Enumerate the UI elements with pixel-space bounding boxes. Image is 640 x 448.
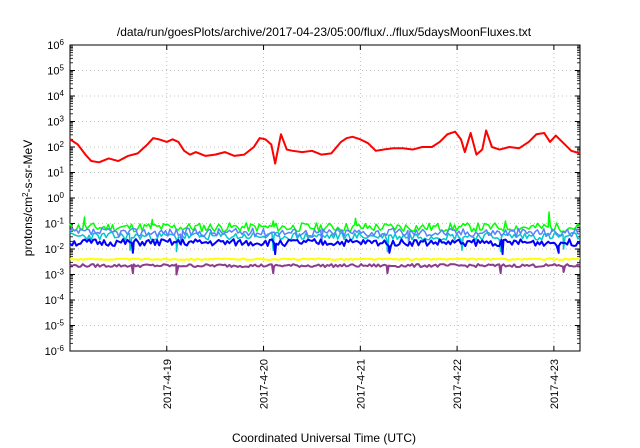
y-tick-exp: 2: [60, 140, 65, 149]
y-axis-title-pre: protons/cm: [21, 197, 35, 256]
x-tick-label: 2017-4-23: [549, 359, 561, 409]
y-tick-exp: -3: [57, 267, 65, 276]
y-axis-title-sup: 2: [21, 192, 30, 197]
y-tick-label: 10-2: [45, 242, 65, 257]
y-axis-title-post: -s-sr-MeV: [21, 140, 35, 193]
y-tick-base: 10: [45, 219, 57, 231]
x-tick-label: 2017-4-20: [259, 359, 271, 409]
y-tick-label: 102: [47, 140, 64, 155]
y-tick-label: 10-3: [45, 267, 65, 282]
y-tick-label: 103: [47, 114, 64, 129]
x-tick-label: 2017-4-22: [452, 359, 464, 409]
y-tick-exp: 1: [60, 165, 65, 174]
y-tick-exp: -2: [57, 242, 65, 251]
y-tick-exp: -5: [57, 318, 65, 327]
y-axis-title: protons/cm2-s-sr-MeV: [21, 140, 36, 256]
y-tick-exp: -1: [57, 216, 65, 225]
y-tick-base: 10: [47, 91, 59, 103]
y-tick-base: 10: [45, 244, 57, 256]
y-tick-exp: 0: [60, 191, 65, 200]
chart-title: /data/run/goesPlots/archive/2017-04-23/0…: [117, 25, 532, 39]
y-tick-exp: 4: [60, 89, 65, 98]
x-tick-label: 2017-4-19: [162, 359, 174, 409]
y-tick-label: 10-4: [45, 293, 65, 308]
series-line-4: [69, 227, 581, 246]
y-tick-exp: -6: [57, 344, 65, 353]
y-tick-label: 10-6: [45, 344, 65, 359]
series-line-5: [69, 238, 581, 256]
y-tick-exp: 6: [60, 38, 65, 47]
y-tick-base: 10: [47, 142, 59, 154]
y-tick-base: 10: [45, 270, 57, 282]
y-tick-exp: 5: [60, 63, 65, 72]
y-tick-base: 10: [47, 117, 59, 129]
y-tick-label: 105: [47, 63, 64, 78]
y-tick-base: 10: [47, 193, 59, 205]
series-line-6: [69, 257, 581, 261]
y-tick-label: 10-1: [45, 216, 65, 231]
y-tick-label: 104: [47, 89, 64, 104]
series-line-1: [69, 129, 581, 165]
series-line-7: [69, 263, 581, 276]
y-tick-label: 10-5: [45, 318, 65, 333]
y-tick-base: 10: [45, 295, 57, 307]
y-tick-label: 106: [47, 38, 64, 53]
y-tick-base: 10: [45, 321, 57, 333]
y-tick-exp: 3: [60, 114, 65, 123]
axis-ticks: [70, 44, 580, 352]
series-line-2: [69, 211, 581, 233]
grid-lines: [70, 45, 580, 351]
y-tick-base: 10: [47, 66, 59, 78]
x-axis-title: Coordinated Universal Time (UTC): [232, 431, 416, 445]
series-line-3: [69, 231, 581, 253]
tick-labels: 10-610-510-410-310-210-11001011021031041…: [45, 38, 561, 410]
y-tick-exp: -4: [57, 293, 65, 302]
y-tick-label: 100: [47, 191, 64, 206]
x-tick-label: 2017-4-21: [355, 359, 367, 409]
data-series: [69, 129, 581, 276]
y-tick-base: 10: [45, 346, 57, 358]
y-tick-base: 10: [47, 168, 59, 180]
y-tick-base: 10: [47, 40, 59, 52]
y-tick-label: 101: [47, 165, 64, 180]
